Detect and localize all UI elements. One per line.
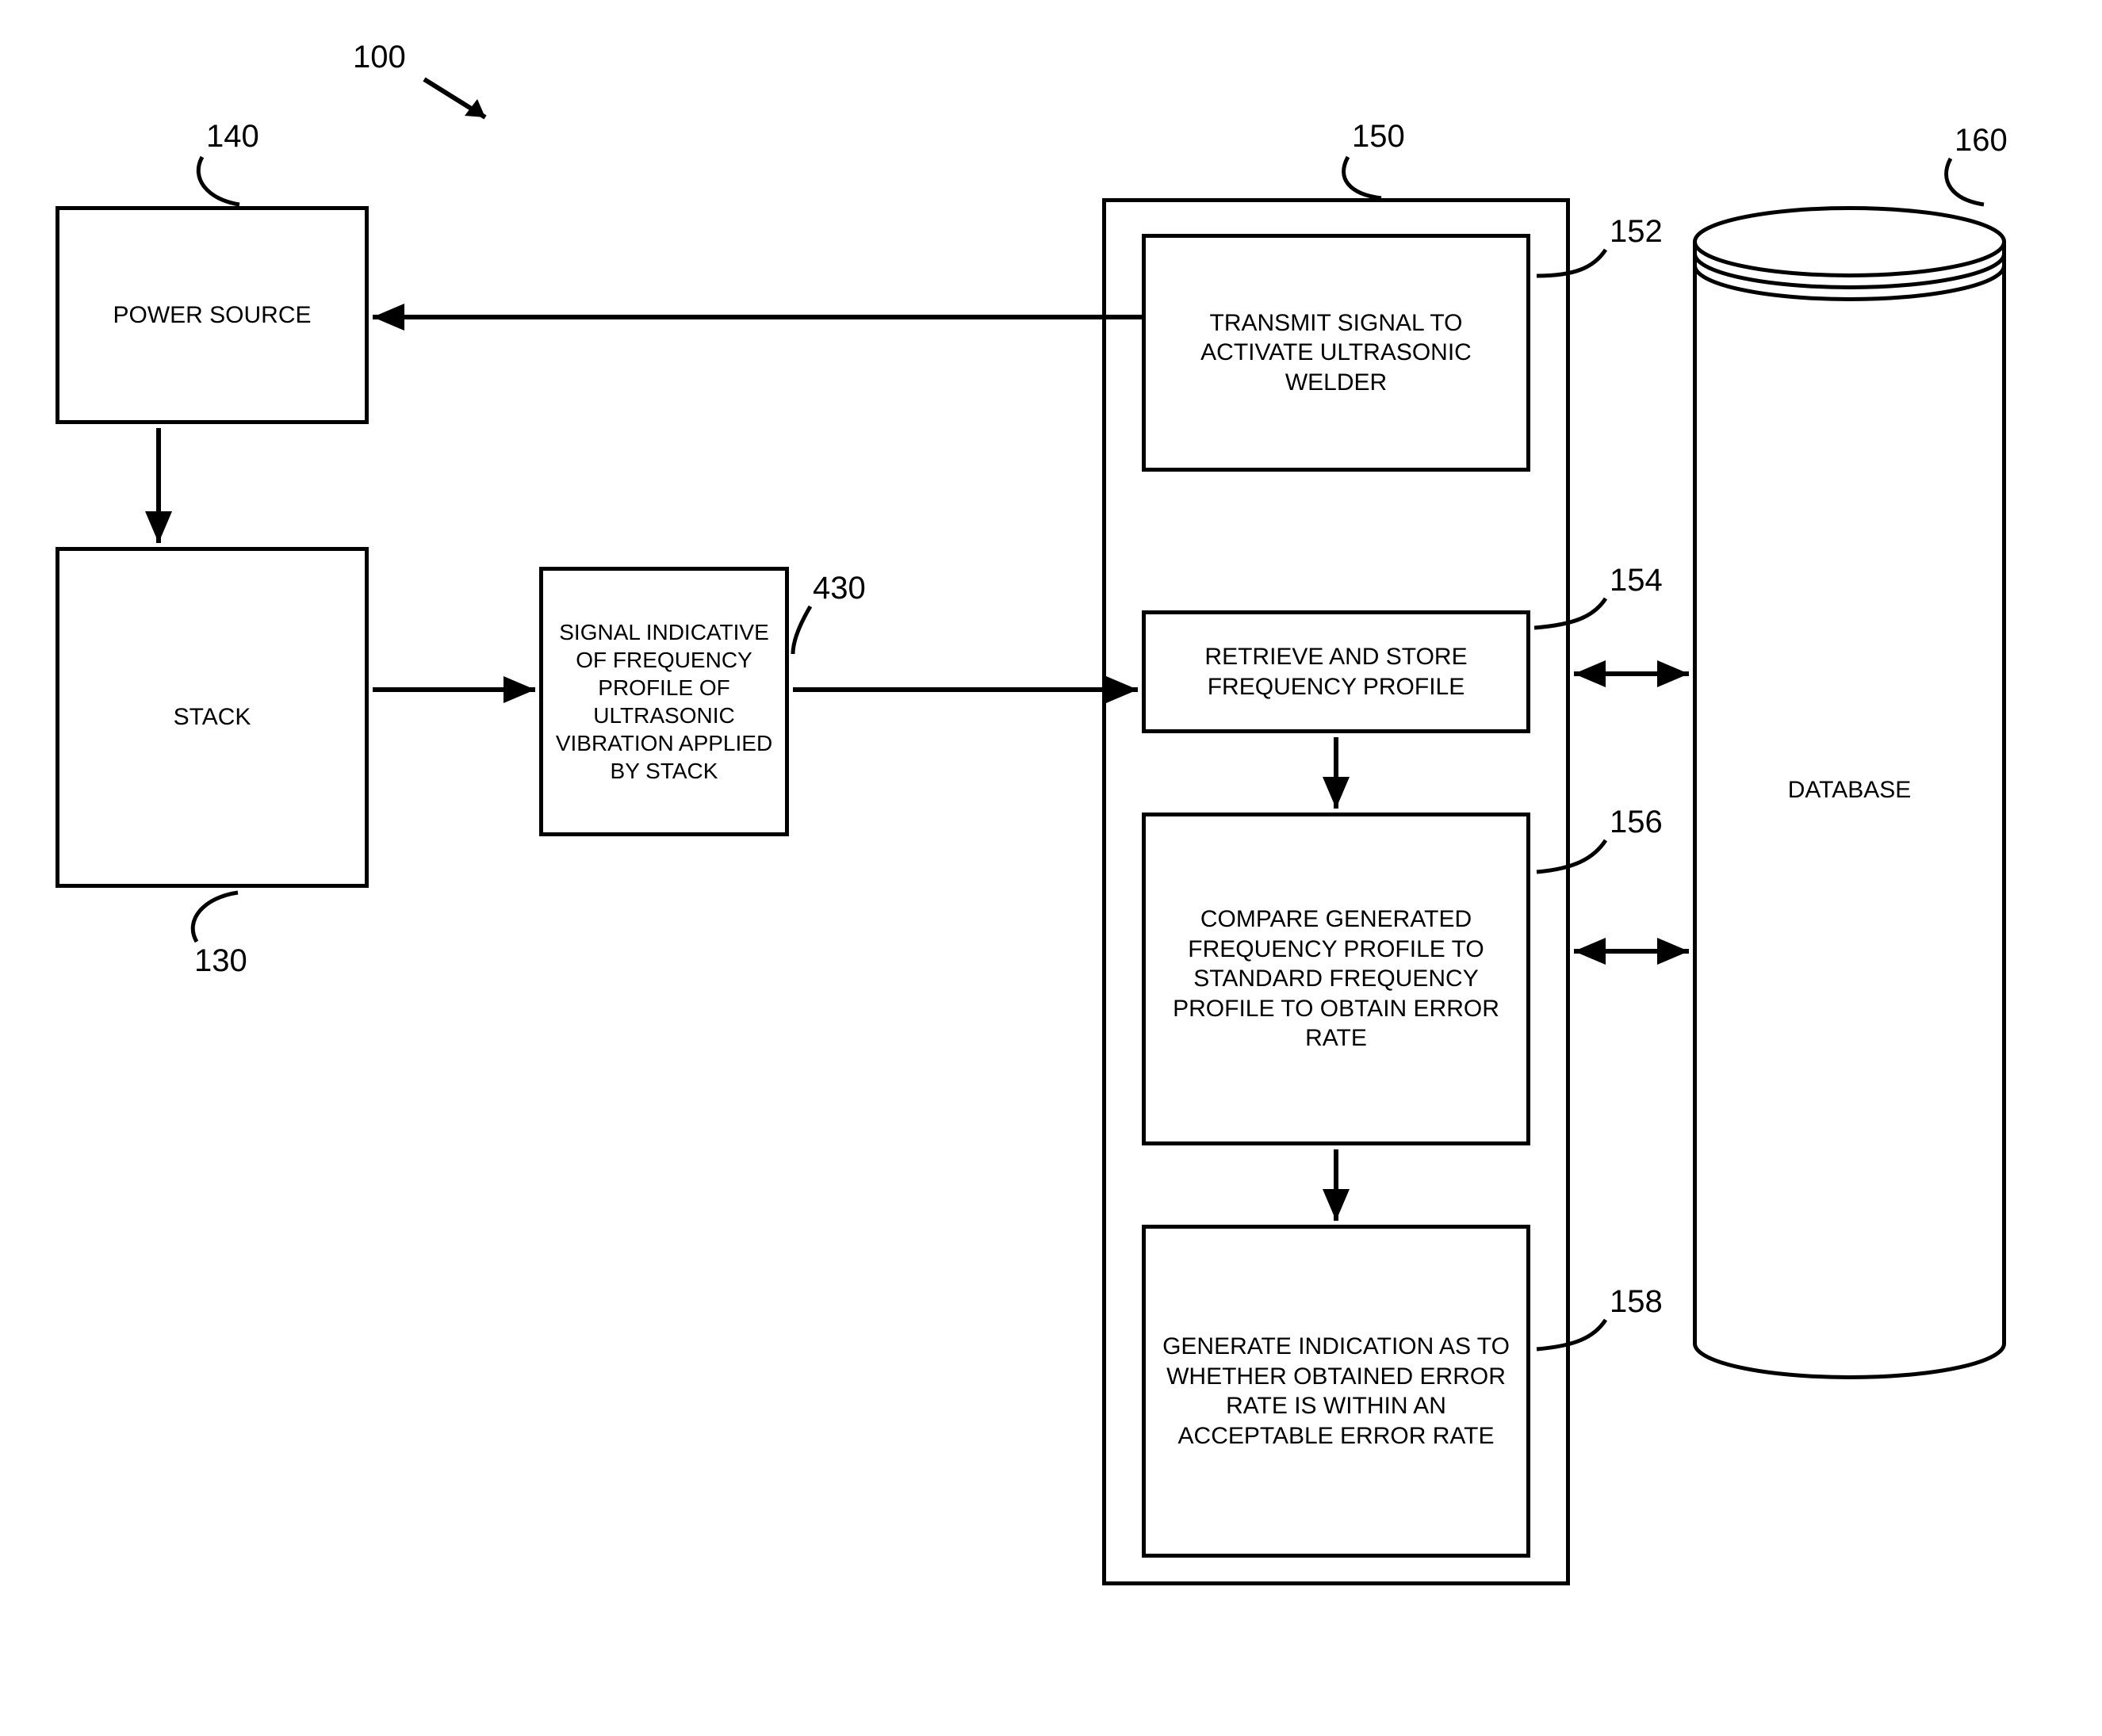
ref-100: 100 (353, 40, 406, 75)
ref-152: 152 (1610, 214, 1663, 250)
leader-140 (198, 157, 239, 205)
arrowhead-stack-signal (503, 676, 535, 703)
compare-box: COMPARE GENERATED FREQUENCY PROFILE TO S… (1142, 813, 1530, 1145)
arrowhead-compare-db-right (1657, 938, 1689, 965)
generate-box: GENERATE INDICATION AS TO WHETHER OBTAIN… (1142, 1225, 1530, 1558)
ref-160: 160 (1955, 123, 2008, 159)
retrieve-label: RETRIEVE AND STORE FREQUENCY PROFILE (1146, 634, 1526, 709)
ref-150: 150 (1352, 119, 1405, 155)
ref-154: 154 (1610, 563, 1663, 598)
database-label: DATABASE (1693, 777, 2006, 804)
arrowhead-power-stack (145, 511, 172, 543)
leader-150 (1344, 157, 1381, 198)
transmit-label: TRANSMIT SIGNAL TO ACTIVATE ULTRASONIC W… (1146, 300, 1526, 406)
arrowhead-transmit-power (373, 304, 404, 331)
power-source-box: POWER SOURCE (56, 206, 369, 424)
signal-box: SIGNAL INDICATIVE OF FREQUENCY PROFILE O… (539, 567, 789, 836)
arrowhead-retrieve-db-right (1657, 660, 1689, 687)
ref-158: 158 (1610, 1284, 1663, 1320)
ref-140: 140 (206, 119, 259, 155)
leader-100 (424, 79, 485, 117)
stack-box: STACK (56, 547, 369, 888)
transmit-box: TRANSMIT SIGNAL TO ACTIVATE ULTRASONIC W… (1142, 234, 1530, 472)
generate-label: GENERATE INDICATION AS TO WHETHER OBTAIN… (1146, 1324, 1526, 1459)
arrowhead-compare-db-left (1574, 938, 1606, 965)
arrowhead-retrieve-db-left (1574, 660, 1606, 687)
stack-label: STACK (166, 694, 259, 740)
diagram-canvas: POWER SOURCE STACK SIGNAL INDICATIVE OF … (0, 0, 2102, 1736)
compare-label: COMPARE GENERATED FREQUENCY PROFILE TO S… (1146, 897, 1526, 1061)
ref-156: 156 (1610, 805, 1663, 840)
leader-130 (193, 893, 238, 942)
signal-label: SIGNAL INDICATIVE OF FREQUENCY PROFILE O… (543, 610, 785, 793)
ref-430: 430 (813, 571, 866, 606)
ref-130: 130 (194, 943, 247, 979)
power-source-label: POWER SOURCE (105, 293, 319, 338)
leader-430 (793, 606, 810, 654)
retrieve-box: RETRIEVE AND STORE FREQUENCY PROFILE (1142, 610, 1530, 733)
database-cylinder: DATABASE (1693, 206, 2006, 1379)
leader-160 (1947, 159, 1984, 205)
